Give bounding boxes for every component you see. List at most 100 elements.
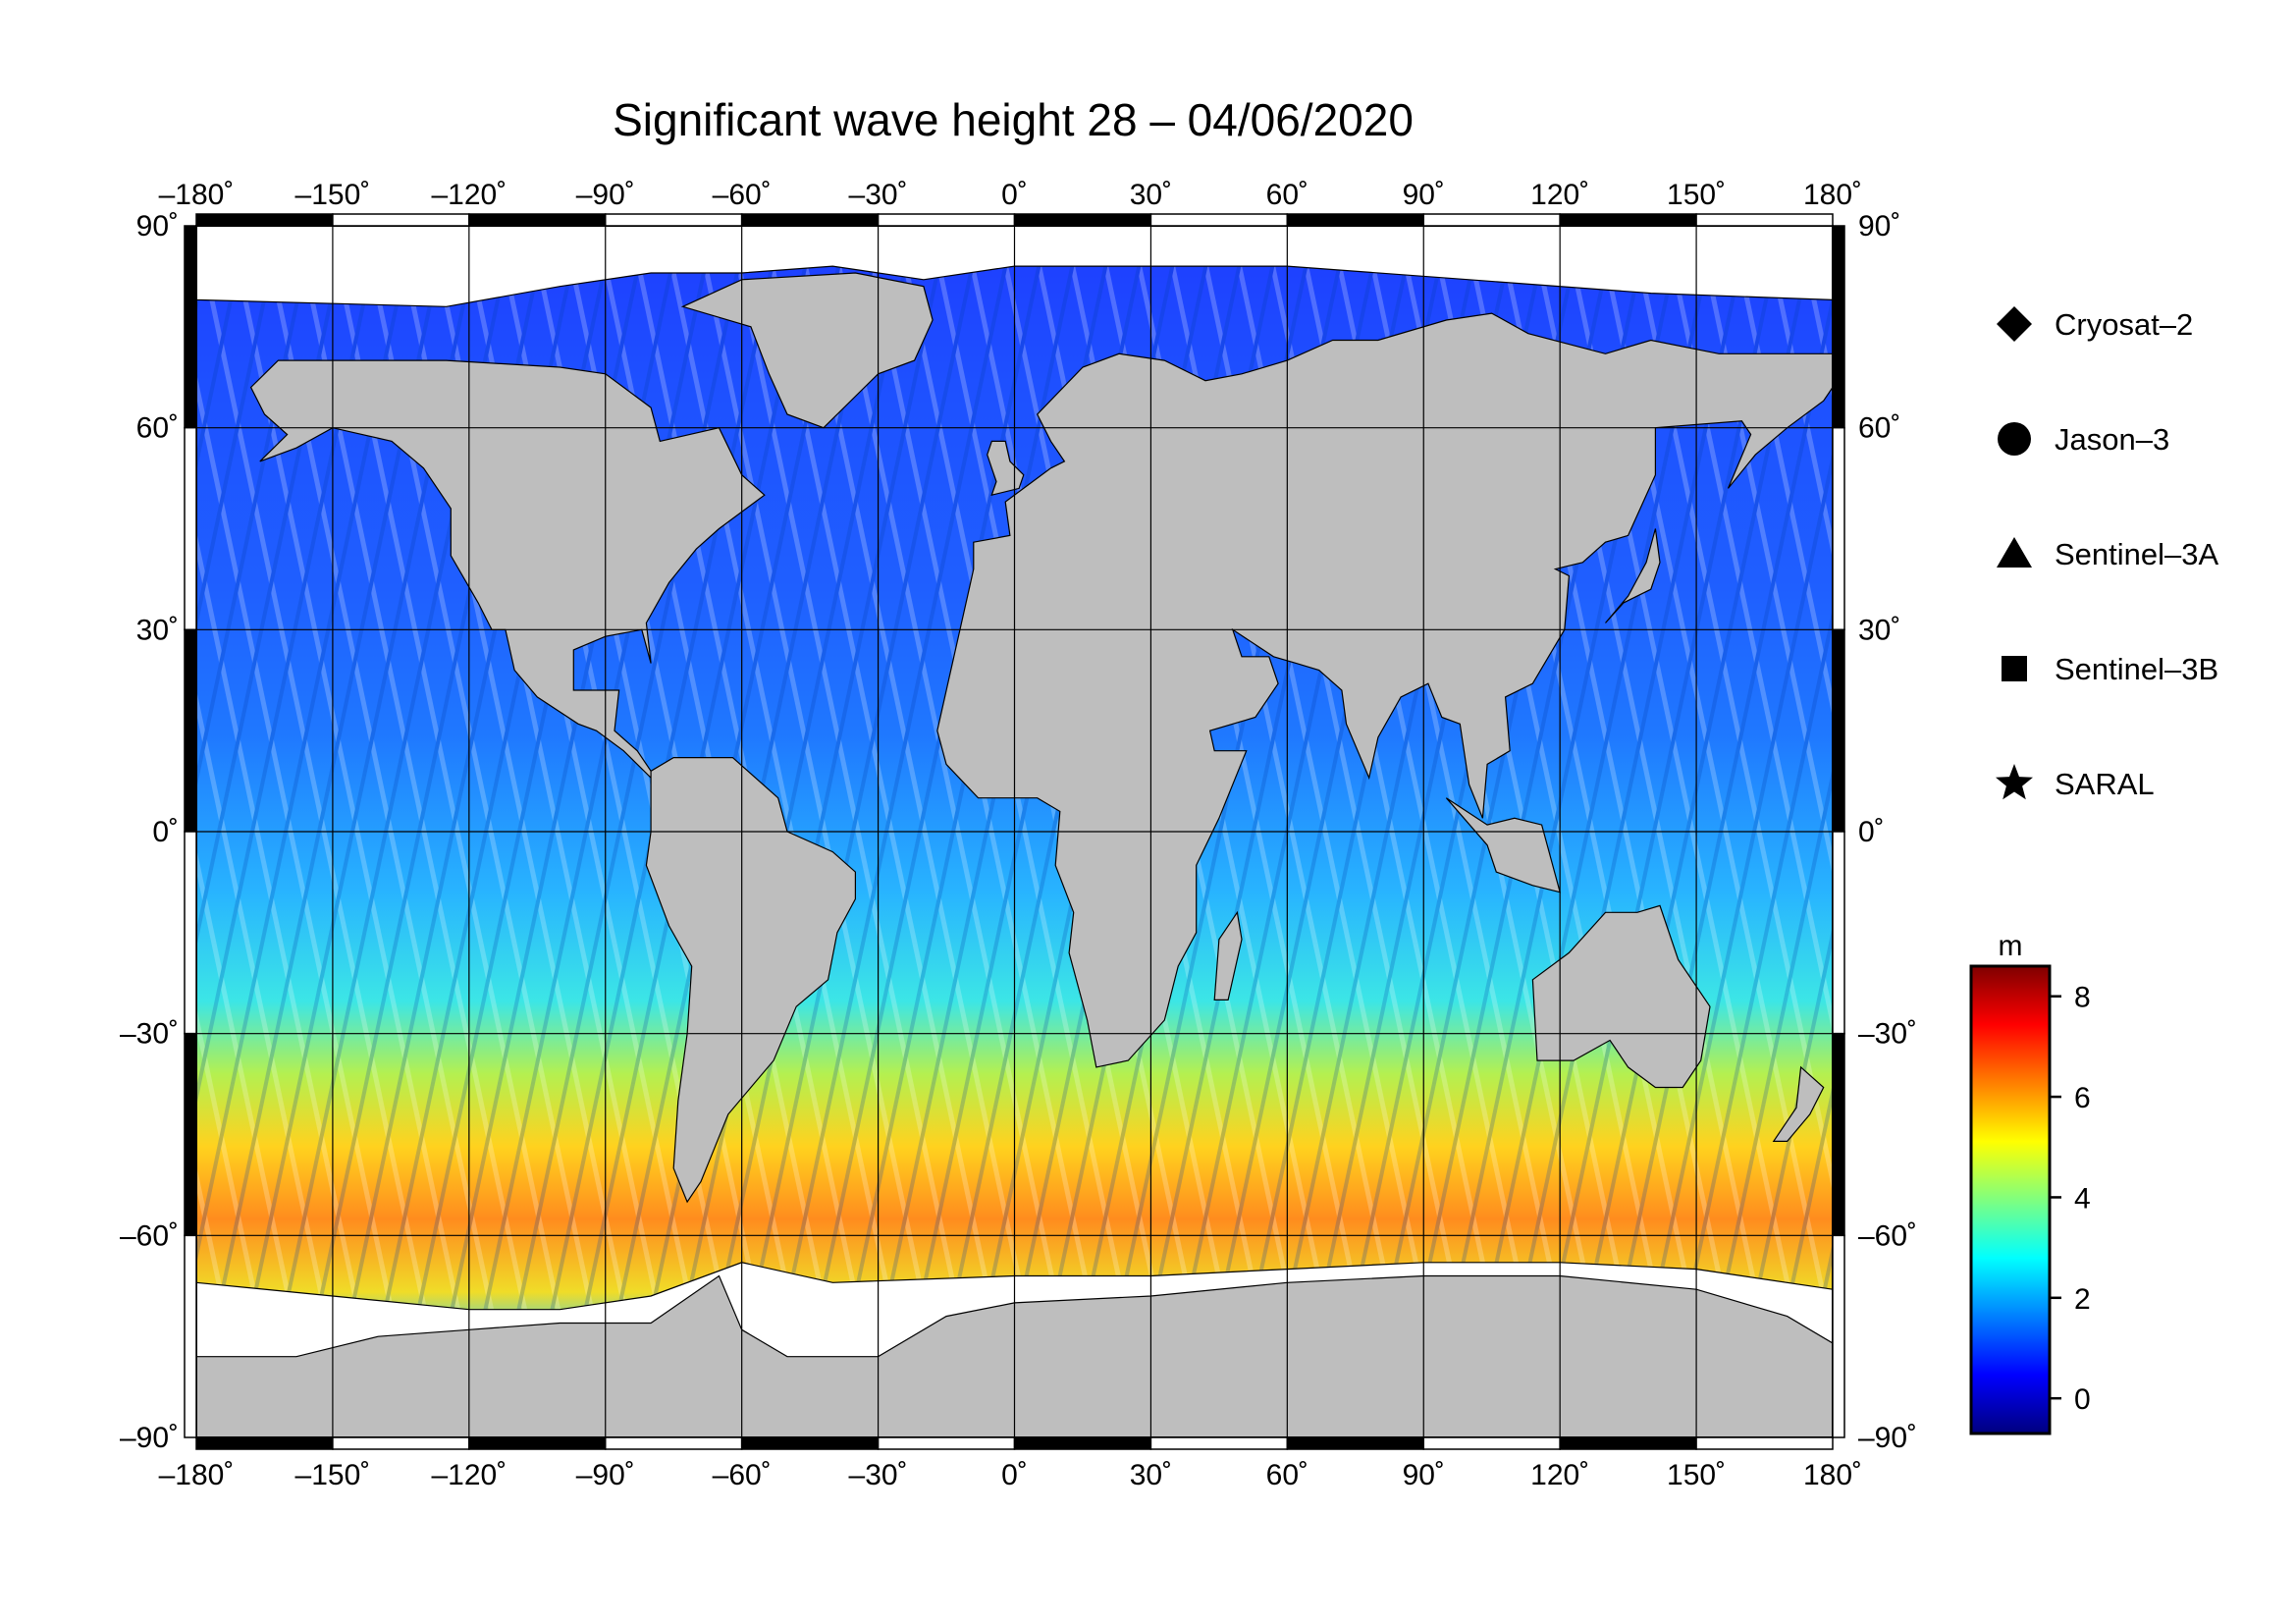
top-longitude-labels: –180˚ –150˚ –120˚ –90˚ –60˚ –30˚ 0˚ 30˚ 60˚ 90˚ 12… bbox=[159, 179, 1862, 211]
latitude-tick-label: 0˚ bbox=[1858, 816, 1885, 848]
frame-segment bbox=[332, 1436, 470, 1450]
legend-item: Sentinel–3A bbox=[1997, 537, 2219, 571]
frame-segment bbox=[195, 213, 334, 227]
longitude-tick-label: –120˚ bbox=[431, 1459, 507, 1491]
legend-label: Jason–3 bbox=[2055, 422, 2169, 457]
longitude-tick-label: 120˚ bbox=[1530, 1459, 1589, 1491]
longitude-tick-label: 90˚ bbox=[1403, 1459, 1445, 1491]
colorbar: m 8 6 4 2 0 bbox=[1969, 930, 2091, 1435]
circle-icon bbox=[1998, 422, 2031, 456]
frame-segment bbox=[877, 1436, 1016, 1450]
latitude-tick-label: 30˚ bbox=[136, 614, 179, 646]
legend-label: Cryosat–2 bbox=[2055, 307, 2193, 342]
colorbar-tick-label: 0 bbox=[2074, 1383, 2091, 1416]
frame-segment bbox=[1832, 426, 1845, 631]
square-icon bbox=[2002, 656, 2027, 681]
longitude-tick-label: –180˚ bbox=[159, 1459, 235, 1491]
eurasia-africa-land bbox=[936, 312, 1833, 1068]
frame-segment bbox=[1559, 1436, 1697, 1450]
legend-label: Sentinel–3B bbox=[2055, 652, 2218, 686]
longitude-tick-label: 150˚ bbox=[1667, 179, 1726, 211]
colorbar-tick-label: 8 bbox=[2074, 982, 2091, 1014]
frame-segment bbox=[1013, 213, 1152, 227]
frame-segment bbox=[1422, 213, 1561, 227]
frame-segment bbox=[1832, 1032, 1845, 1237]
legend-label: SARAL bbox=[2055, 767, 2155, 801]
latitude-tick-label: –30˚ bbox=[1858, 1018, 1917, 1051]
star-icon bbox=[1996, 764, 2033, 800]
frame-segment bbox=[1286, 213, 1425, 227]
indonesia-land bbox=[1445, 797, 1562, 893]
latitude-tick-label: 30˚ bbox=[1858, 614, 1900, 646]
longitude-tick-label: 30˚ bbox=[1130, 1459, 1172, 1491]
longitude-tick-label: 60˚ bbox=[1266, 1459, 1308, 1491]
frame-segment bbox=[184, 225, 197, 429]
bottom-longitude-labels: –180˚ –150˚ –120˚ –90˚ –60˚ –30˚ 0˚ 30˚ 60˚ 90˚ 12… bbox=[159, 1459, 1862, 1491]
longitude-tick-label: –90˚ bbox=[576, 1459, 635, 1491]
longitude-tick-label: –60˚ bbox=[713, 1459, 772, 1491]
frame-segment bbox=[740, 213, 880, 227]
frame-segment bbox=[1695, 213, 1834, 227]
legend-item: SARAL bbox=[1996, 764, 2155, 801]
longitude-tick-label: 120˚ bbox=[1530, 179, 1589, 211]
legend-item: Sentinel–3B bbox=[2002, 652, 2218, 686]
frame-segment bbox=[1422, 1436, 1561, 1450]
colorbar-gradient bbox=[1969, 964, 2052, 1435]
longitude-tick-label: –30˚ bbox=[849, 179, 908, 211]
japan-land bbox=[1605, 528, 1661, 623]
frame-segment bbox=[1286, 1436, 1425, 1450]
colorbar-tick-label: 2 bbox=[2074, 1283, 2091, 1316]
frame-segment bbox=[1832, 628, 1845, 833]
frame-segment bbox=[1695, 1436, 1834, 1450]
latitude-tick-label: –30˚ bbox=[120, 1018, 179, 1051]
frame-segment bbox=[1149, 213, 1289, 227]
legend-item: Cryosat–2 bbox=[1997, 306, 2193, 342]
triangle-icon bbox=[1997, 537, 2032, 568]
frame-segment bbox=[877, 213, 1016, 227]
diamond-icon bbox=[1997, 306, 2032, 342]
australia-land bbox=[1531, 904, 1711, 1089]
latitude-tick-label: 60˚ bbox=[1858, 412, 1900, 445]
frame-segment bbox=[740, 1436, 880, 1450]
longitude-tick-label: 90˚ bbox=[1403, 179, 1445, 211]
frame-segment bbox=[184, 1032, 197, 1237]
longitude-tick-label: 60˚ bbox=[1266, 179, 1308, 211]
longitude-tick-label: 30˚ bbox=[1130, 179, 1172, 211]
map-area bbox=[196, 226, 1833, 1437]
chart-title: Significant wave height 28 – 04/06/2020 bbox=[613, 94, 1414, 145]
longitude-tick-label: –90˚ bbox=[576, 179, 635, 211]
legend-label: Sentinel–3A bbox=[2055, 537, 2219, 571]
longitude-tick-label: 150˚ bbox=[1667, 1459, 1726, 1491]
satellite-legend: Cryosat–2 Jason–3 Sentinel–3A Sentinel–3B SA… bbox=[1996, 306, 2219, 801]
longitude-tick-label: –150˚ bbox=[295, 1459, 371, 1491]
latitude-tick-label: 90˚ bbox=[1858, 210, 1900, 243]
left-latitude-labels: 90˚ 60˚ 30˚ 0˚ –30˚ –60˚ –90˚ bbox=[120, 210, 179, 1454]
longitude-tick-label: –60˚ bbox=[713, 179, 772, 211]
frame-segment bbox=[605, 213, 743, 227]
frame-segment bbox=[1832, 225, 1845, 429]
frame-segment bbox=[468, 1436, 607, 1450]
frame-segment bbox=[1832, 1234, 1845, 1438]
greenland-land bbox=[680, 272, 934, 429]
latitude-tick-label: –90˚ bbox=[1858, 1422, 1917, 1454]
latitude-tick-label: –60˚ bbox=[1858, 1219, 1917, 1252]
frame-segment bbox=[332, 213, 470, 227]
frame-segment bbox=[184, 1234, 197, 1438]
colorbar-unit: m bbox=[1999, 930, 2023, 962]
latitude-tick-label: –60˚ bbox=[120, 1219, 179, 1252]
longitude-tick-label: 180˚ bbox=[1803, 1459, 1862, 1491]
frame-segment bbox=[1149, 1436, 1289, 1450]
latitude-tick-label: 60˚ bbox=[136, 412, 179, 445]
longitude-tick-label: –120˚ bbox=[431, 179, 507, 211]
frame-segment bbox=[184, 426, 197, 631]
frame-segment bbox=[184, 831, 197, 1035]
frame-segment bbox=[195, 1436, 334, 1450]
legend-item: Jason–3 bbox=[1998, 422, 2169, 457]
north-america-land bbox=[249, 359, 766, 779]
frame-segment bbox=[1832, 831, 1845, 1035]
colorbar-ticks: 8 6 4 2 0 bbox=[2050, 982, 2091, 1416]
right-latitude-labels: 90˚ 60˚ 30˚ 0˚ –30˚ –60˚ –90˚ bbox=[1858, 210, 1917, 1454]
latitude-tick-label: 0˚ bbox=[152, 816, 179, 848]
longitude-tick-label: –30˚ bbox=[849, 1459, 908, 1491]
